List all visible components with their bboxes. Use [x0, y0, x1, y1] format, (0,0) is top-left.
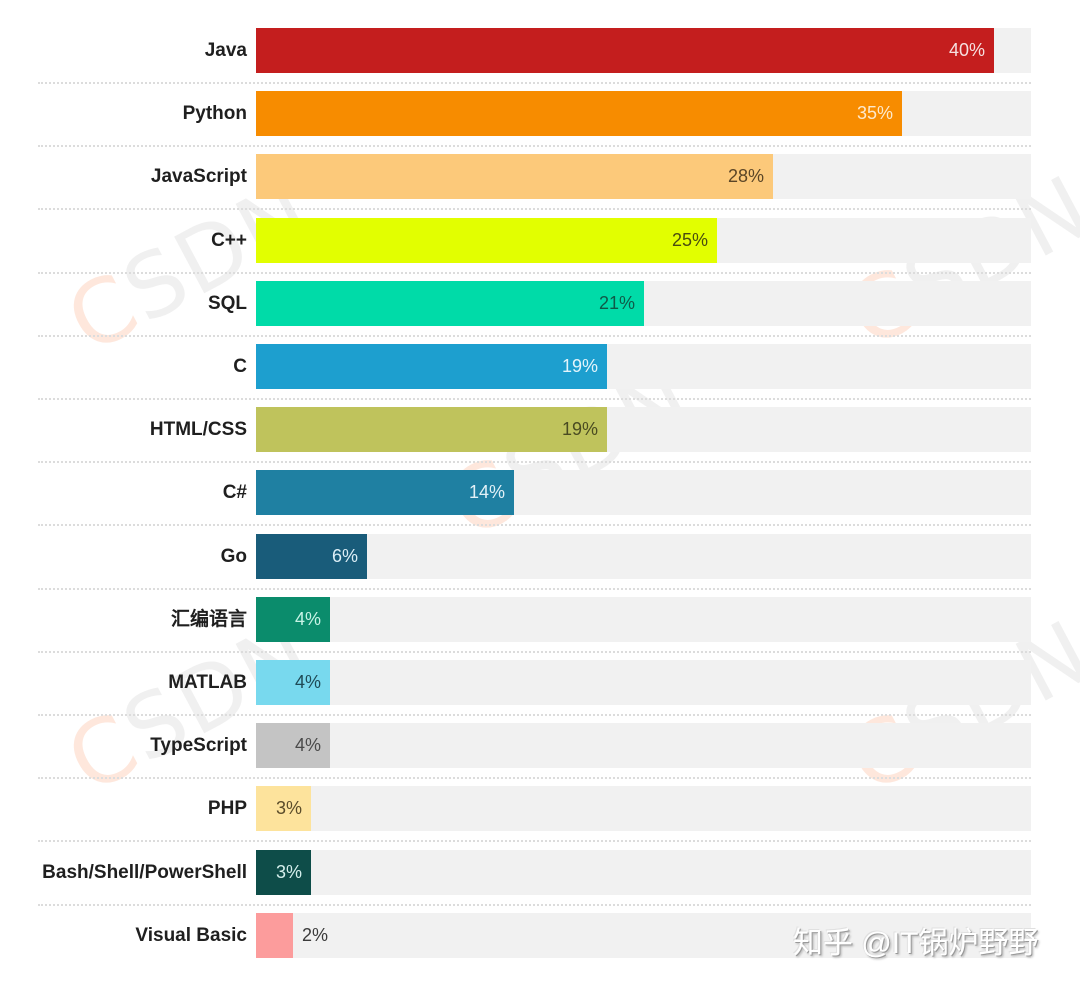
- value-label: 35%: [856, 103, 893, 124]
- category-label: Go: [220, 545, 247, 567]
- bar-track: 4%: [256, 660, 1031, 705]
- bar: [256, 407, 607, 453]
- bar: [256, 660, 330, 705]
- category-label: C: [233, 356, 247, 377]
- row-separator: [38, 82, 1031, 84]
- bar-track: 21%: [256, 280, 1031, 326]
- bar-row: 汇编语言 4%: [0, 596, 1080, 660]
- value-label: 3%: [275, 798, 302, 819]
- bar: [256, 217, 717, 263]
- category-label: MATLAB: [168, 672, 247, 693]
- value-label: 2%: [302, 924, 329, 945]
- bar: [256, 91, 902, 137]
- bar-track: 6%: [256, 533, 1031, 579]
- bar-track: 40%: [256, 28, 1031, 73]
- value-label: 19%: [561, 419, 598, 440]
- bar-track: 4%: [256, 723, 1031, 769]
- bar-row: C# 14%: [0, 470, 1080, 533]
- bar-row: JavaScript 28%: [0, 154, 1080, 217]
- value-label: 3%: [275, 861, 302, 882]
- zhihu-credit-watermark: 知乎 @IT锅炉野野: [793, 927, 1039, 960]
- row-separator: [38, 334, 1031, 337]
- bar: [256, 470, 514, 516]
- row-separator: [38, 587, 1031, 590]
- bar-row: Java 40%: [0, 28, 1080, 91]
- bar-track: 2%: [256, 912, 1031, 958]
- bar-track: 25%: [256, 217, 1031, 263]
- category-label: PHP: [207, 798, 247, 820]
- row-separator: [38, 145, 1031, 148]
- bar-row: Python 35%: [0, 91, 1080, 154]
- bar: [256, 596, 330, 642]
- value-label: 28%: [727, 166, 764, 187]
- category-label: C++: [211, 229, 247, 251]
- bar-track: 14%: [256, 470, 1031, 516]
- bar: [256, 280, 644, 326]
- value-label: 25%: [671, 229, 708, 250]
- bar-row: C++ 25%: [0, 217, 1080, 281]
- bar: [256, 154, 773, 200]
- bar-row: SQL 21%: [0, 280, 1080, 344]
- value-label: 21%: [598, 292, 635, 313]
- category-label: Python: [182, 103, 247, 125]
- row-separator: [38, 208, 1031, 211]
- row-separator: [38, 271, 1031, 274]
- bar-row: TypeScript 4%: [0, 723, 1080, 786]
- bar: [256, 912, 293, 958]
- bar-track: 19%: [256, 344, 1031, 389]
- row-separator: [38, 398, 1031, 400]
- value-label: 4%: [294, 608, 321, 629]
- value-label: 40%: [948, 40, 985, 60]
- category-label: JavaScript: [150, 166, 247, 188]
- category-label: Visual Basic: [135, 924, 247, 946]
- bar: [256, 344, 607, 389]
- bar-track: 28%: [256, 154, 1031, 200]
- bar-track: 3%: [256, 849, 1031, 895]
- bar-row: PHP 3%: [0, 786, 1080, 849]
- bar-row: MATLAB 4%: [0, 660, 1080, 723]
- value-label: 4%: [294, 672, 321, 692]
- bar: [256, 786, 311, 832]
- value-label: 19%: [561, 356, 598, 376]
- category-label: SQL: [207, 292, 247, 314]
- category-label: HTML/CSS: [149, 419, 247, 441]
- row-separator: [38, 840, 1031, 843]
- category-label: TypeScript: [150, 735, 247, 757]
- category-label: Java: [204, 40, 247, 61]
- category-label: C#: [222, 482, 247, 504]
- bar-track: 3%: [256, 786, 1031, 832]
- bar: [256, 28, 994, 73]
- bar: [256, 723, 330, 769]
- row-separator: [38, 714, 1031, 716]
- bar-track: 4%: [256, 596, 1031, 642]
- category-label: Bash/Shell/PowerShell: [42, 861, 247, 883]
- bar-row: Bash/Shell/PowerShell 3%: [0, 849, 1080, 913]
- row-separator: [38, 524, 1031, 527]
- bar-row: Go 6%: [0, 533, 1080, 597]
- value-label: 4%: [294, 735, 321, 756]
- bar: [256, 533, 367, 579]
- row-separator: [38, 777, 1031, 780]
- bar-track: 35%: [256, 91, 1031, 137]
- bar-row: Visual Basic 2%: [0, 912, 1080, 976]
- bar-row: HTML/CSS 19%: [0, 407, 1080, 470]
- bar-track: 19%: [256, 407, 1031, 453]
- value-label: 14%: [468, 482, 505, 503]
- row-separator: [38, 903, 1031, 906]
- value-label: 6%: [331, 545, 358, 566]
- bar: [256, 849, 311, 895]
- row-separator: [38, 650, 1031, 653]
- bar-row: C 19%: [0, 344, 1080, 407]
- row-separator: [38, 461, 1031, 464]
- category-label: 汇编语言: [170, 608, 247, 630]
